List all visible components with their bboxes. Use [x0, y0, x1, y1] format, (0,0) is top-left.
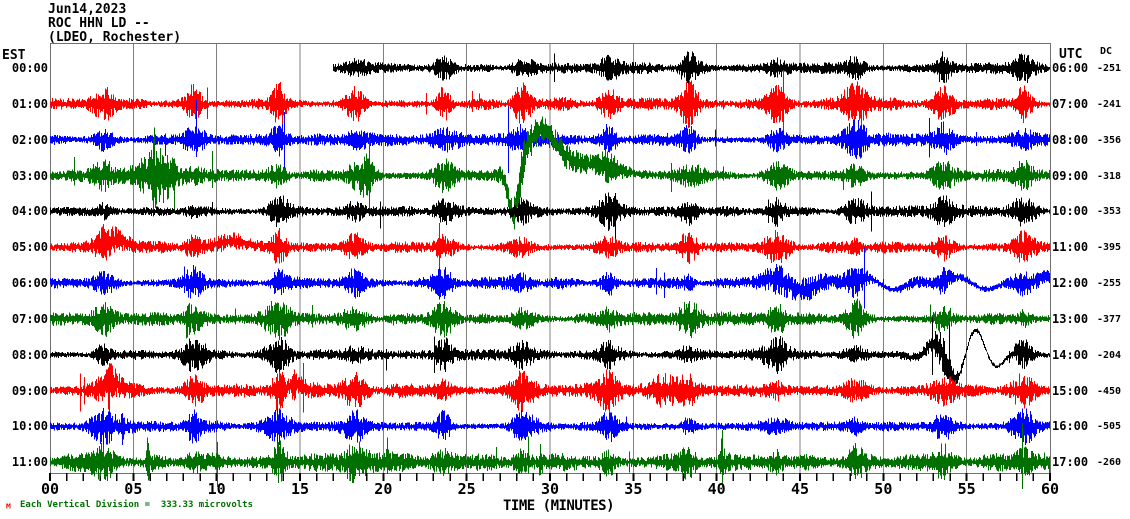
dc-value-label: -251: [1097, 63, 1122, 75]
seismogram-trace-03:00: [50, 116, 1050, 230]
seismogram-trace-06:00: [50, 247, 1050, 309]
est-time-label: 03:00: [11, 168, 48, 183]
est-time-label: 11:00: [11, 455, 48, 470]
est-time-label: 10:00: [11, 419, 48, 434]
x-tick-label: 40: [707, 480, 726, 498]
dc-value-label: -505: [1097, 421, 1122, 433]
dc-value-label: -395: [1097, 242, 1122, 254]
x-tick-label: 05: [124, 480, 143, 498]
dc-value-label: -260: [1097, 457, 1122, 469]
seismogram-trace-00:00: [333, 51, 1050, 85]
utc-time-label: 17:00: [1052, 455, 1089, 470]
est-time-label: 08:00: [11, 347, 48, 362]
seismogram-trace-08:00: [50, 317, 1050, 395]
dc-value-label: -255: [1097, 278, 1122, 290]
seismogram-trace-04:00: [50, 191, 1050, 257]
x-tick-label: 35: [624, 480, 643, 498]
est-time-label: 02:00: [11, 132, 48, 147]
est-time-label: 00:00: [11, 61, 48, 76]
x-tick-label: 00: [40, 480, 60, 498]
seismogram-trace-11:00: [50, 423, 1050, 490]
dc-value-label: -204: [1097, 349, 1122, 361]
dc-value-label: -241: [1097, 98, 1122, 110]
utc-time-label: 11:00: [1052, 240, 1089, 255]
utc-time-label: 09:00: [1052, 168, 1089, 183]
seismogram-trace-07:00: [50, 298, 1050, 341]
utc-axis-title: UTC: [1059, 47, 1083, 62]
dc-value-label: -318: [1097, 170, 1122, 182]
dc-value-label: -356: [1097, 134, 1122, 146]
title-block: Jun14,2023 ROC HHN LD -- (LDEO, Rochester): [48, 3, 181, 45]
header-station-code: ROC HHN LD --: [48, 16, 150, 31]
footer-marker-icon: M: [6, 502, 11, 511]
seismogram-trace-01:00: [50, 69, 1050, 150]
seismogram-trace-02:00: [50, 100, 1050, 173]
dc-value-label: -450: [1097, 385, 1122, 397]
utc-time-label: 16:00: [1052, 419, 1089, 434]
utc-time-label: 15:00: [1052, 383, 1089, 398]
est-time-label: 06:00: [11, 276, 48, 291]
dc-value-label: -377: [1097, 313, 1122, 325]
est-time-label: 04:00: [11, 204, 48, 219]
dc-axis-title: DC: [1100, 46, 1113, 57]
x-tick-label: 45: [790, 480, 810, 498]
utc-time-label: 12:00: [1052, 276, 1089, 291]
x-tick-label: 60: [1040, 480, 1060, 498]
est-time-label: 09:00: [11, 383, 48, 398]
x-tick-label: 55: [957, 480, 976, 498]
utc-time-label: 06:00: [1052, 61, 1089, 76]
dc-value-label: -353: [1097, 206, 1122, 218]
est-axis-title: EST: [2, 48, 26, 63]
x-tick-label: 15: [290, 480, 310, 498]
header-date: Jun14,2023: [48, 2, 127, 17]
seismogram-trace-09:00: [50, 362, 1050, 414]
footer-scale-note: Each Vertical Division = 333.33 microvol…: [20, 500, 253, 510]
seismogram-trace-05:00: [50, 222, 1050, 272]
x-tick-label: 30: [540, 480, 560, 498]
est-time-label: 01:00: [11, 96, 48, 111]
x-tick-label: 50: [874, 480, 893, 498]
utc-time-label: 07:00: [1052, 96, 1089, 111]
x-tick-label: 20: [374, 480, 393, 498]
utc-time-label: 13:00: [1052, 311, 1089, 326]
x-tick-label: 25: [457, 480, 476, 498]
utc-time-label: 14:00: [1052, 347, 1089, 362]
utc-time-label: 08:00: [1052, 132, 1089, 147]
header-network: (LDEO, Rochester): [48, 30, 182, 45]
utc-time-label: 10:00: [1052, 204, 1089, 219]
x-axis-title: TIME (MINUTES): [503, 498, 615, 514]
est-time-label: 07:00: [11, 311, 48, 326]
est-time-label: 05:00: [11, 240, 48, 255]
seismogram-trace-10:00: [50, 407, 1050, 446]
x-tick-label: 10: [207, 480, 226, 498]
